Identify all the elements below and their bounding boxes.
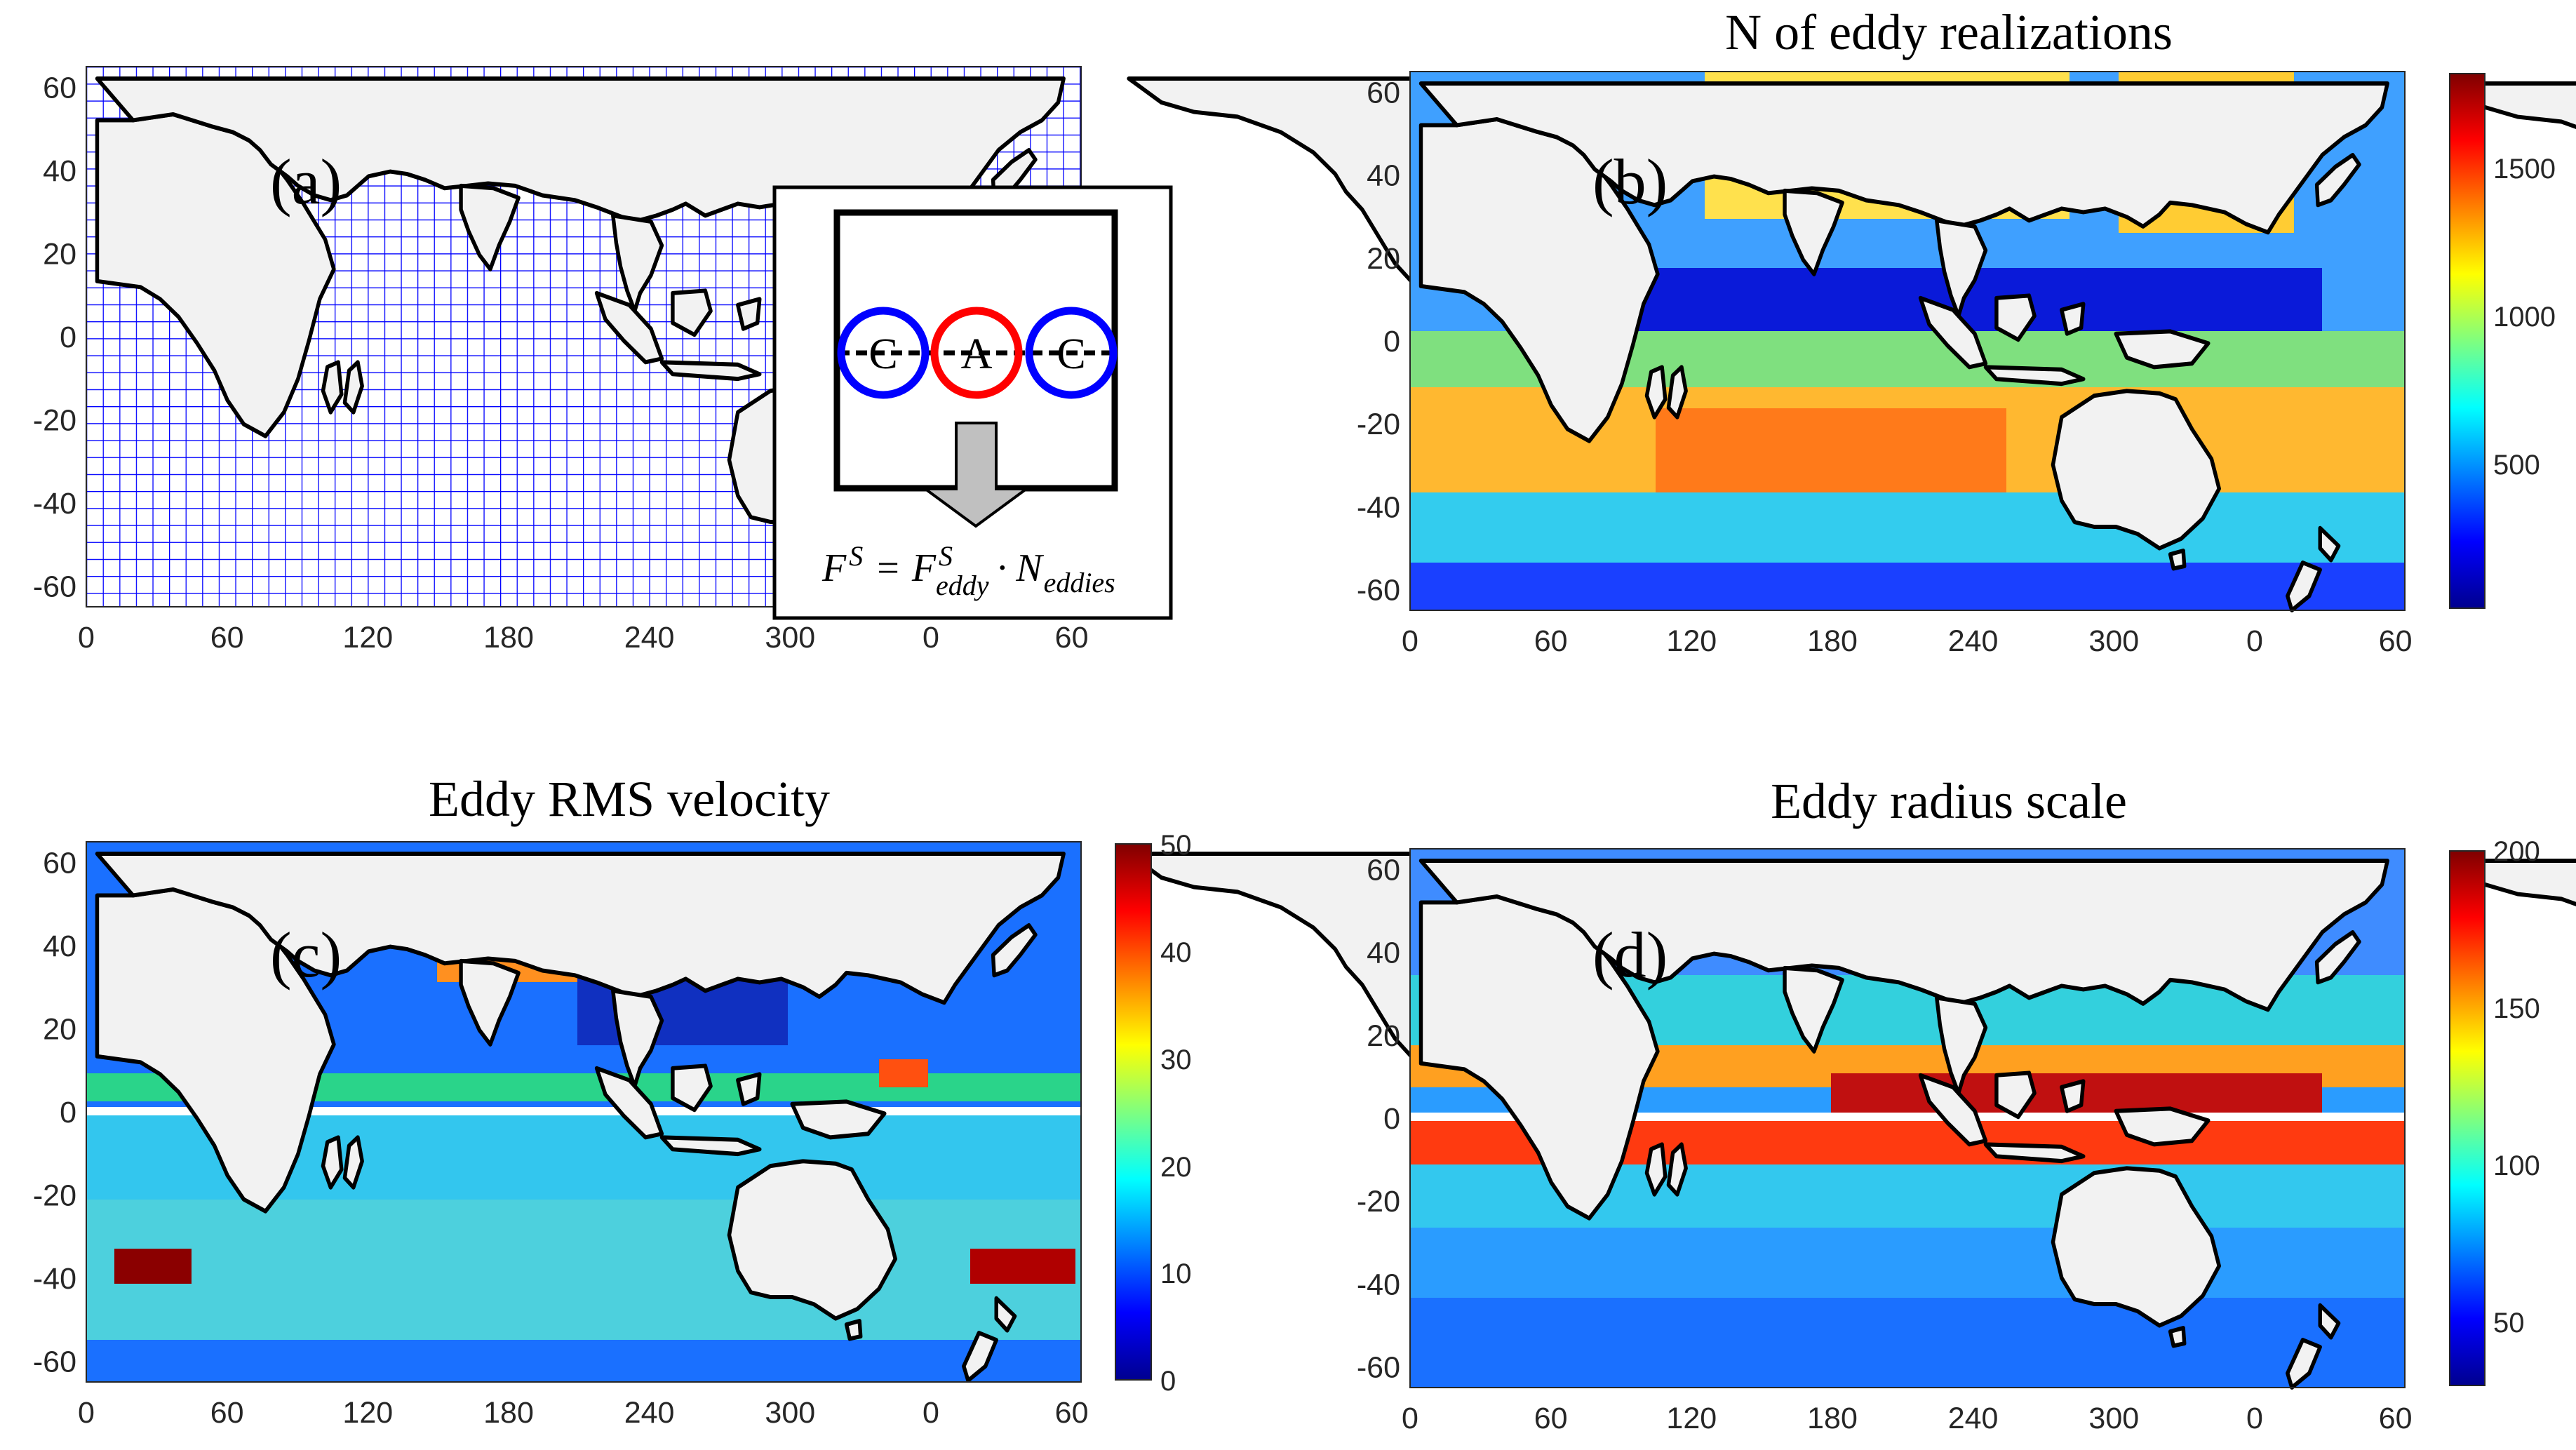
colorbar-d-tick: 150 (2493, 993, 2540, 1024)
colorbar-c-tick: 10 (1160, 1258, 1192, 1289)
x-tick-label-a: 0 (923, 621, 939, 654)
y-tick-label-a: 40 (43, 154, 76, 188)
x-tick-label-a: 120 (342, 621, 393, 654)
y-tick-label-d: -40 (1357, 1268, 1400, 1301)
x-tick-label-d: 60 (1534, 1402, 1568, 1435)
colorbar-c-tick: 0 (1160, 1366, 1176, 1397)
x-tick-label-c: 240 (624, 1396, 675, 1430)
y-tick-label-a: 60 (43, 72, 76, 105)
panel-a-label: (a) (270, 146, 342, 217)
x-tick-label-b: 60 (1534, 624, 1568, 658)
cyclone-eddy-right (1025, 307, 1118, 399)
panel-b: N of eddy realizations (b) 500 (1409, 4, 2576, 610)
y-tick-label-c: 0 (60, 1096, 76, 1129)
x-tick-label-a: 60 (210, 621, 244, 654)
down-arrow-icon (920, 422, 1031, 528)
y-tick-label-b: -60 (1357, 574, 1400, 607)
colorbar-b (2449, 73, 2486, 609)
anticyclone-eddy (930, 307, 1023, 399)
y-tick-label-c: 60 (43, 847, 76, 880)
panel-c: Eddy RMS velocity (c) 0 10 20 30 (86, 771, 1846, 1397)
colorbar-d (2449, 850, 2486, 1386)
y-tick-label-b: -40 (1357, 490, 1400, 524)
colorbar-b-tick: 1000 (2493, 302, 2556, 333)
x-tick-label-d: 60 (2379, 1402, 2413, 1435)
colorbar-c (1115, 843, 1152, 1381)
y-tick-label-b: 40 (1367, 159, 1400, 193)
x-tick-label-c: 60 (1055, 1396, 1089, 1430)
x-tick-label-d: 180 (1807, 1402, 1858, 1435)
y-tick-label-a: -40 (33, 487, 76, 521)
y-tick-label-c: 20 (43, 1013, 76, 1047)
x-tick-label-b: 240 (1948, 624, 1999, 658)
y-tick-label-d: -60 (1357, 1351, 1400, 1385)
x-tick-label-d: 120 (1666, 1402, 1717, 1435)
y-tick-label-d: 20 (1367, 1019, 1400, 1053)
colorbar-c-tick: 40 (1160, 937, 1192, 968)
x-tick-label-d: 0 (1402, 1402, 1418, 1435)
colorbar-d-tick: 100 (2493, 1150, 2540, 1181)
x-tick-label-b: 180 (1807, 624, 1858, 658)
x-tick-label-d: 300 (2088, 1402, 2139, 1435)
panel-d-label: (d) (1592, 919, 1668, 991)
y-tick-label-a: -20 (33, 404, 76, 438)
y-tick-label-c: -20 (33, 1179, 76, 1213)
eddy-label-c2: C (1056, 330, 1085, 378)
y-tick-label-b: -20 (1357, 408, 1400, 441)
colorbar-b-tick: 1500 (2493, 154, 2556, 184)
y-tick-label-d: 0 (1383, 1102, 1400, 1136)
colorbar-c-tick: 50 (1160, 830, 1192, 861)
x-tick-label-a: 0 (78, 621, 95, 654)
x-tick-label-a: 240 (624, 621, 675, 654)
y-tick-label-b: 0 (1383, 325, 1400, 358)
x-tick-label-a: 180 (483, 621, 534, 654)
x-tick-label-b: 120 (1666, 624, 1717, 658)
x-tick-label-d: 240 (1948, 1402, 1999, 1435)
x-tick-label-c: 60 (210, 1396, 244, 1430)
x-tick-label-c: 180 (483, 1396, 534, 1430)
x-tick-label-b: 60 (2379, 624, 2413, 658)
panel-c-title: Eddy RMS velocity (429, 771, 830, 827)
x-tick-label-c: 0 (923, 1396, 939, 1430)
y-tick-label-d: -20 (1357, 1185, 1400, 1219)
x-tick-label-a: 60 (1055, 621, 1089, 654)
y-tick-label-d: 60 (1367, 854, 1400, 887)
colorbar-d-tick: 50 (2493, 1308, 2525, 1338)
y-tick-label-b: 20 (1367, 242, 1400, 276)
panel-d-title: Eddy radius scale (1771, 773, 2127, 829)
y-tick-label-b: 60 (1367, 76, 1400, 110)
eddy-label-c1: C (868, 330, 897, 378)
x-tick-label-b: 0 (2246, 624, 2263, 658)
colorbar-c-tick: 20 (1160, 1152, 1192, 1183)
colorbar-b-tick: 500 (2493, 450, 2540, 481)
y-tick-label-c: -40 (33, 1262, 76, 1296)
eddy-label-a: A (961, 330, 993, 378)
x-tick-label-c: 120 (342, 1396, 393, 1430)
x-tick-label-c: 0 (78, 1396, 95, 1430)
panel-c-label: (c) (270, 919, 342, 991)
y-tick-label-d: 40 (1367, 937, 1400, 970)
x-tick-label-c: 300 (765, 1396, 815, 1430)
y-tick-label-c: 40 (43, 929, 76, 963)
y-tick-label-c: -60 (33, 1345, 76, 1378)
y-tick-label-a: 0 (60, 321, 76, 354)
x-tick-label-a: 300 (765, 621, 815, 654)
x-tick-label-b: 0 (1402, 624, 1418, 658)
y-tick-label-a: 20 (43, 238, 76, 271)
y-tick-label-a: -60 (33, 570, 76, 603)
panel-b-label: (b) (1592, 146, 1668, 217)
x-tick-label-d: 0 (2246, 1402, 2263, 1435)
panel-d: Eddy radius scale (d) 50 100 150 200 (1409, 773, 2576, 1388)
cyclone-eddy-left (837, 307, 930, 399)
colorbar-c-tick: 30 (1160, 1045, 1192, 1075)
colorbar-d-tick: 200 (2493, 836, 2540, 867)
panel-b-title: N of eddy realizations (1725, 4, 2173, 60)
x-tick-label-b: 300 (2088, 624, 2139, 658)
